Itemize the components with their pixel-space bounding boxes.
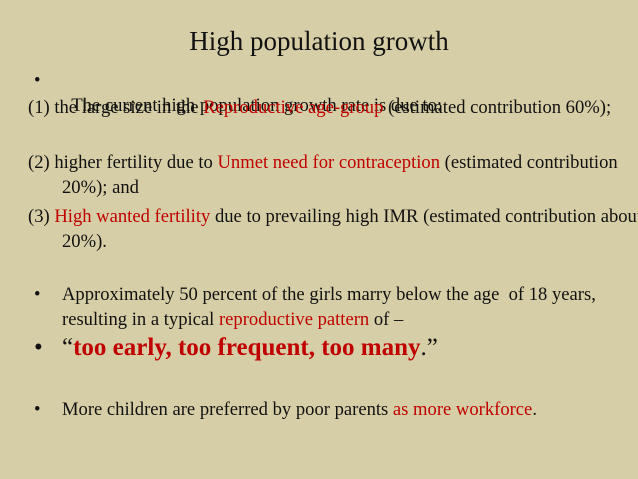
text: The current high population growth rate … [71, 95, 443, 116]
text: More children are preferred by poor pare… [62, 399, 393, 420]
highlight: as more workforce [392, 399, 533, 420]
text: (1) the large size in the [28, 97, 204, 118]
highlight: reproductive pattern [218, 309, 370, 330]
slide-title: High population growth [189, 26, 449, 56]
text: of – [369, 309, 404, 330]
numbered-item: (2) higher fertility due to Unmet need f… [28, 150, 638, 200]
text: (estimated contribution 60%); [383, 97, 612, 118]
text: . [532, 399, 537, 420]
text: Approximately 50 percent of the girls ma… [62, 284, 601, 330]
numbered-item: (1) the large size in the Reproductive a… [28, 95, 638, 120]
text: (2) higher fertility due to [28, 152, 218, 173]
text: (estimated contribution 20%); and [62, 152, 627, 198]
bullet: More children are preferred by poor pare… [28, 397, 582, 422]
numbered-item: (3) High wanted fertility due to prevail… [28, 204, 638, 254]
text: .” [420, 334, 438, 361]
bullet: The current high population growth rate … [28, 68, 638, 118]
highlight: Reproductive age-group [203, 97, 384, 118]
text: (3) [28, 206, 55, 227]
highlight: too early, too frequent, too many [73, 334, 421, 361]
bullet: “too early, too frequent, too many.” [28, 333, 638, 363]
text: due to prevailing high IMR (estimated co… [62, 206, 638, 252]
text: “ [62, 334, 74, 361]
highlight: Unmet need for contraception [217, 152, 441, 173]
highlight: High wanted fertility [54, 206, 211, 227]
bullet: Approximately 50 percent of the girls ma… [28, 282, 638, 332]
